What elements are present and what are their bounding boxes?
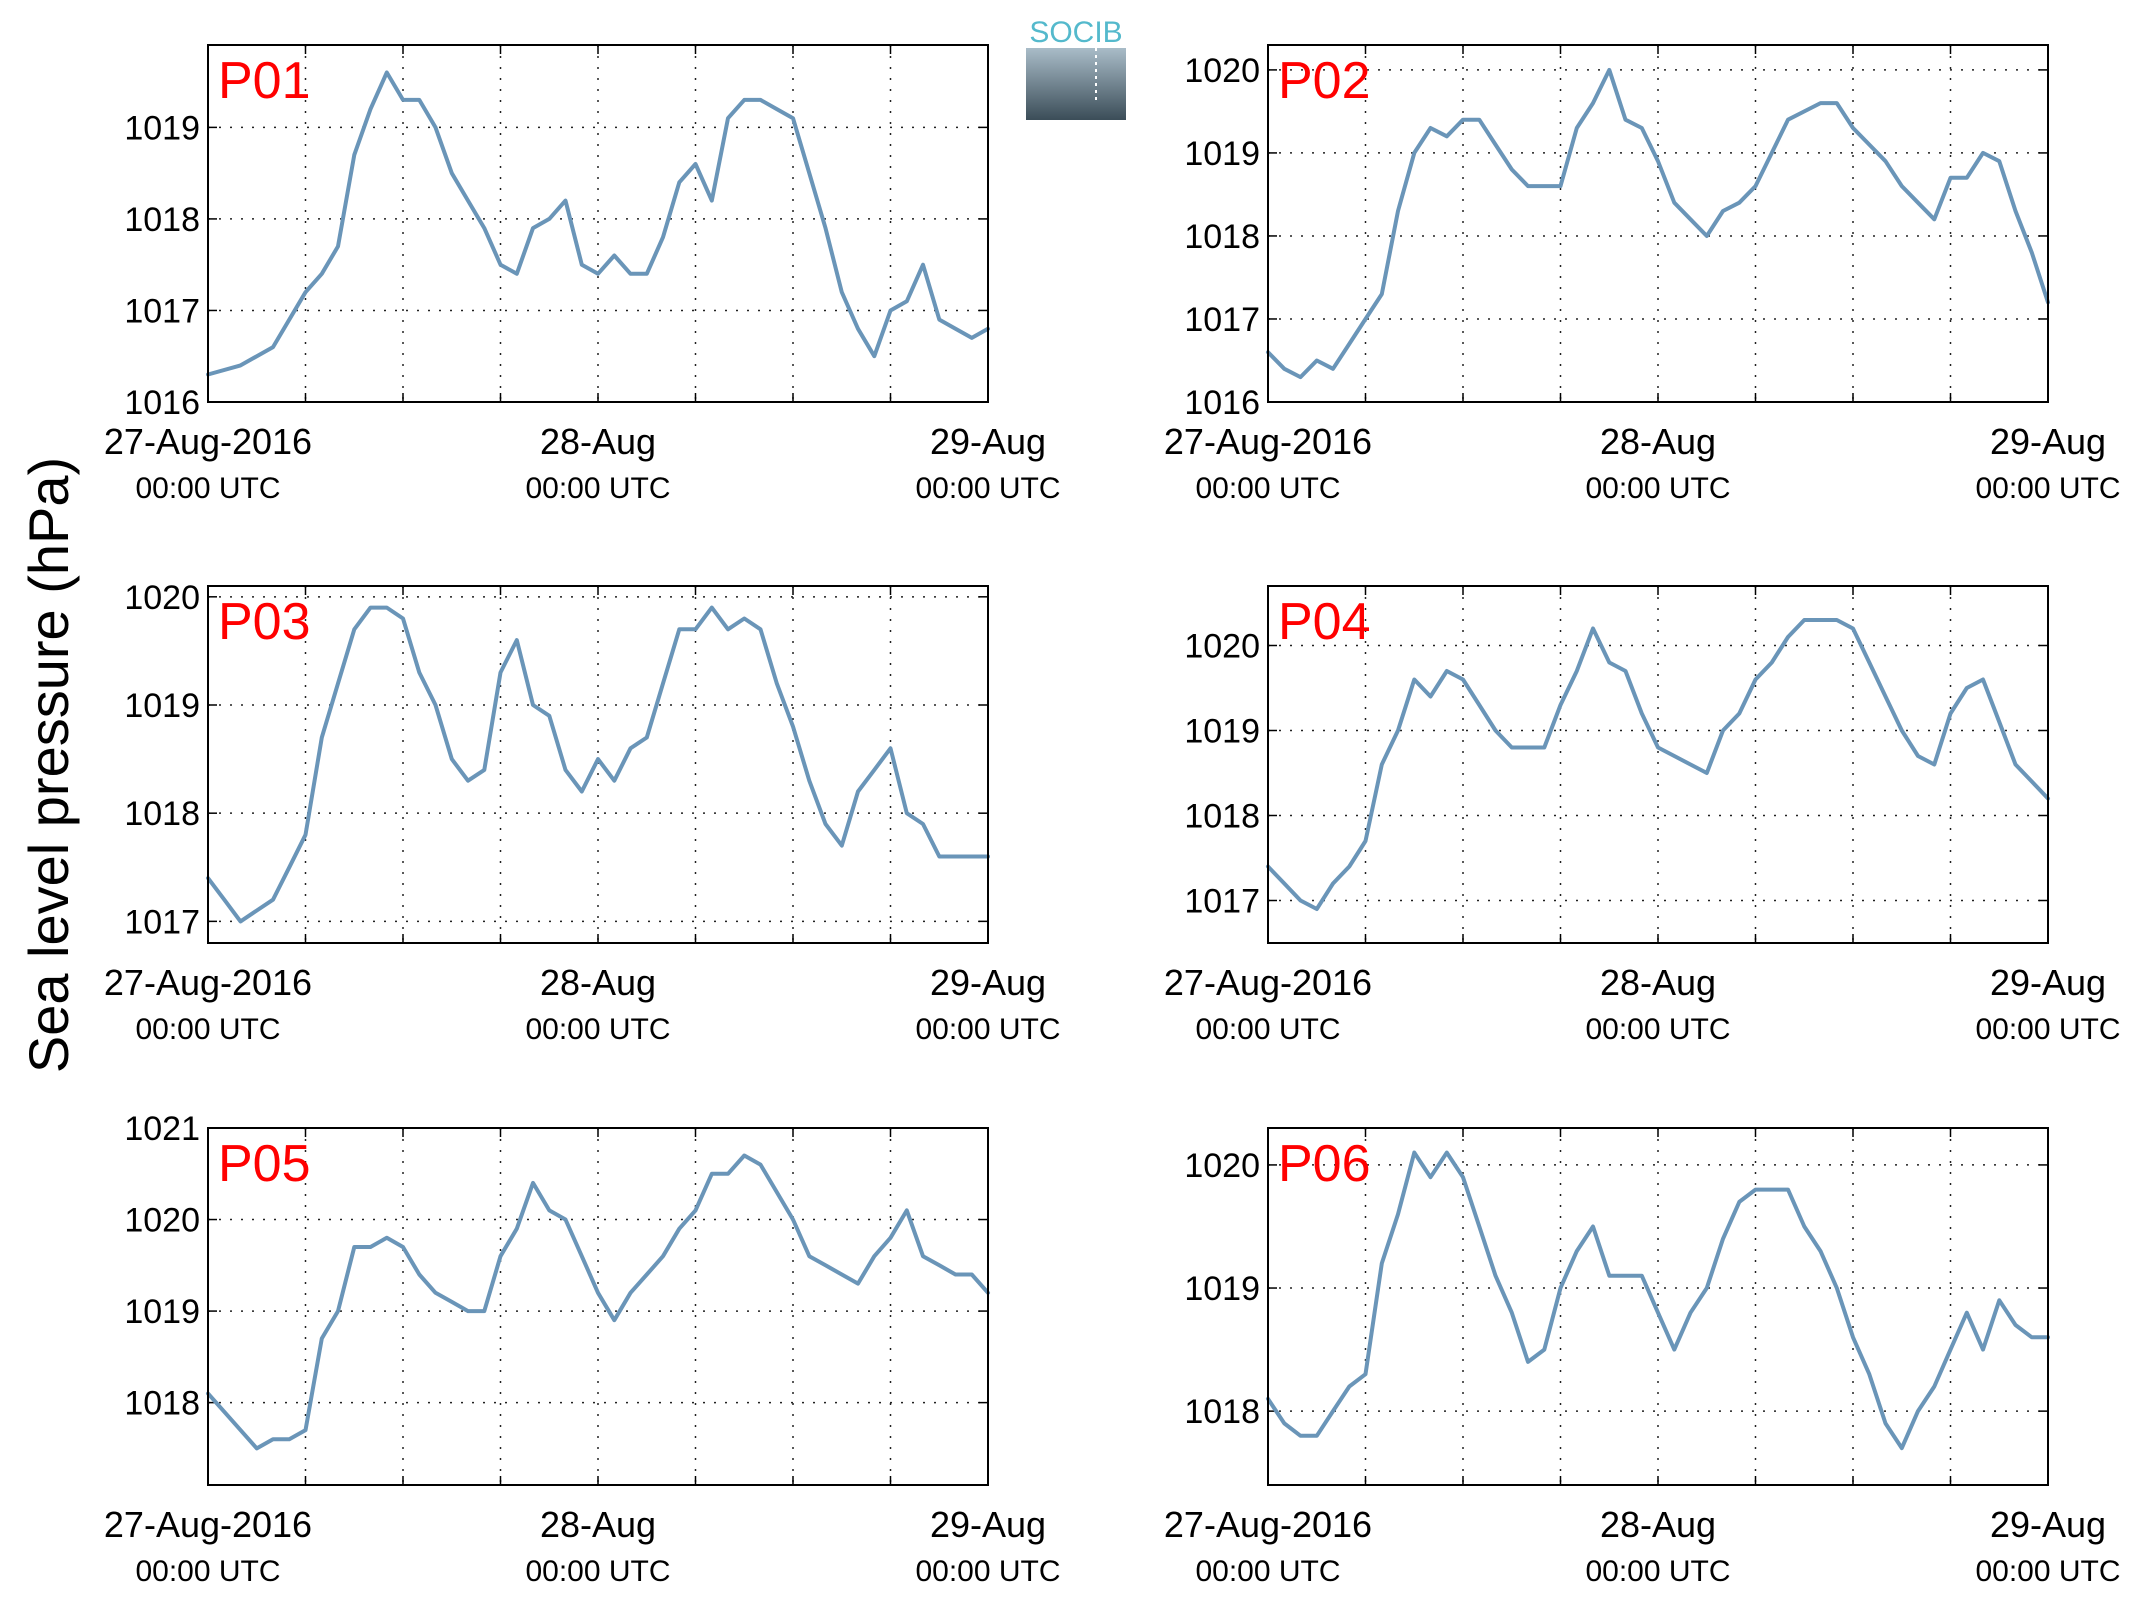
axes-box [207, 585, 989, 944]
y-tick-label: 1018 [1184, 798, 1260, 836]
x-tick-label-date: 28-Aug [1600, 1504, 1716, 1545]
x-tick-label-time: 00:00 UTC [915, 472, 1060, 505]
y-tick-label: 1017 [1184, 301, 1260, 339]
axes-box [1267, 1127, 2049, 1486]
y-tick-label: 1019 [1184, 1270, 1260, 1308]
x-tick-label-date: 28-Aug [1600, 421, 1716, 462]
x-tick-label-date: 27-Aug-2016 [104, 421, 312, 462]
y-tick-label: 1016 [1184, 384, 1260, 422]
y-tick-label: 1021 [124, 1110, 200, 1148]
x-tick-label-time: 00:00 UTC [1975, 1555, 2120, 1588]
y-tick-label: 1018 [1184, 1393, 1260, 1431]
x-tick-label-date: 28-Aug [540, 421, 656, 462]
y-tick-label: 1016 [124, 384, 200, 422]
axes-box [1267, 585, 2049, 944]
station-label: P02 [1278, 52, 1371, 110]
x-tick-label-time: 00:00 UTC [1195, 1013, 1340, 1046]
y-tick-label: 1019 [124, 687, 200, 725]
y-tick-label: 1018 [124, 1385, 200, 1423]
x-tick-label-date: 29-Aug [1990, 421, 2106, 462]
station-label: P05 [218, 1135, 311, 1193]
x-tick-label-time: 00:00 UTC [1585, 472, 1730, 505]
x-tick-label-time: 00:00 UTC [135, 1555, 280, 1588]
pressure-series-line [1266, 1150, 2050, 1451]
x-tick-label-date: 29-Aug [930, 421, 1046, 462]
x-tick-label-time: 00:00 UTC [1975, 472, 2120, 505]
x-tick-label-time: 00:00 UTC [525, 1555, 670, 1588]
x-tick-label-date: 27-Aug-2016 [1164, 421, 1372, 462]
panel-p04: 1017 1018 1019 1020 P04 27-Aug-2016 00:00 UTC 2… [1164, 585, 2121, 1046]
y-tick-label: 1020 [124, 1202, 200, 1240]
x-tick-label-time: 00:00 UTC [1585, 1013, 1730, 1046]
y-tick-label: 1019 [124, 1293, 200, 1331]
y-tick-label: 1020 [1184, 1147, 1260, 1185]
x-tick-label-date: 29-Aug [930, 1504, 1046, 1545]
y-tick-label: 1020 [124, 579, 200, 617]
station-label: P01 [218, 52, 311, 110]
x-tick-label-date: 27-Aug-2016 [104, 962, 312, 1003]
axes-box [207, 44, 989, 403]
panel-p02: 1016 1017 1018 1019 1020 P02 27-Aug-2016 00:00 … [1164, 44, 2121, 505]
y-tick-label: 1019 [1184, 713, 1260, 751]
x-tick-label-date: 28-Aug [1600, 962, 1716, 1003]
x-tick-label-time: 00:00 UTC [1195, 1555, 1340, 1588]
panel-p03: 1017 1018 1019 1020 P03 27-Aug-2016 00:00 UTC 2… [104, 579, 1061, 1046]
y-tick-label: 1020 [1184, 52, 1260, 90]
pressure-series-line [1266, 67, 2050, 380]
x-tick-label-time: 00:00 UTC [915, 1555, 1060, 1588]
x-tick-label-date: 29-Aug [1990, 962, 2106, 1003]
x-tick-label-time: 00:00 UTC [1195, 472, 1340, 505]
panel-p01: 1016 1017 1018 1019 P01 27-Aug-2016 00:00 UTC 2… [104, 44, 1061, 505]
pressure-series-line [1266, 618, 2050, 911]
station-label: P04 [1278, 593, 1371, 651]
y-tick-label: 1018 [1184, 218, 1260, 256]
x-tick-label-time: 00:00 UTC [135, 472, 280, 505]
station-label: P06 [1278, 1135, 1371, 1193]
panels-container: 1016 1017 1018 1019 P01 27-Aug-2016 00:00 UTC 2… [104, 44, 2121, 1588]
x-tick-label-date: 27-Aug-2016 [104, 1504, 312, 1545]
x-tick-label-time: 00:00 UTC [525, 472, 670, 505]
x-tick-label-time: 00:00 UTC [1585, 1555, 1730, 1588]
x-tick-label-date: 28-Aug [540, 962, 656, 1003]
socib-logo-text: SOCIB [1029, 16, 1122, 49]
x-tick-label-date: 29-Aug [1990, 1504, 2106, 1545]
y-tick-label: 1017 [124, 903, 200, 941]
socib-logo: SOCIB [1026, 16, 1126, 120]
y-tick-label: 1019 [124, 109, 200, 147]
y-axis-label: Sea level pressure (hPa) [17, 457, 80, 1073]
y-tick-label: 1017 [1184, 883, 1260, 921]
y-tick-label: 1019 [1184, 135, 1260, 173]
axes-box [207, 1127, 989, 1486]
y-tick-label: 1017 [124, 292, 200, 330]
x-tick-label-time: 00:00 UTC [135, 1013, 280, 1046]
pressure-series-line [206, 605, 990, 924]
panel-p06: 1018 1019 1020 P06 27-Aug-2016 00:00 UTC 28-Au… [1164, 1127, 2121, 1588]
x-tick-label-time: 00:00 UTC [915, 1013, 1060, 1046]
station-label: P03 [218, 593, 311, 651]
pressure-series-line [206, 70, 990, 377]
x-tick-label-date: 27-Aug-2016 [1164, 1504, 1372, 1545]
panel-p05: 1018 1019 1020 1021 P05 27-Aug-2016 00:00 UTC 2… [104, 1110, 1061, 1588]
axes-box [1267, 44, 2049, 403]
x-tick-label-date: 28-Aug [540, 1504, 656, 1545]
socib-logo-block [1026, 48, 1126, 120]
x-tick-label-date: 29-Aug [930, 962, 1046, 1003]
y-tick-label: 1018 [124, 201, 200, 239]
y-tick-label: 1018 [124, 795, 200, 833]
x-tick-label-time: 00:00 UTC [1975, 1013, 2120, 1046]
x-tick-label-date: 27-Aug-2016 [1164, 962, 1372, 1003]
pressure-series-line [206, 1153, 990, 1451]
x-tick-label-time: 00:00 UTC [525, 1013, 670, 1046]
y-tick-label: 1020 [1184, 628, 1260, 666]
